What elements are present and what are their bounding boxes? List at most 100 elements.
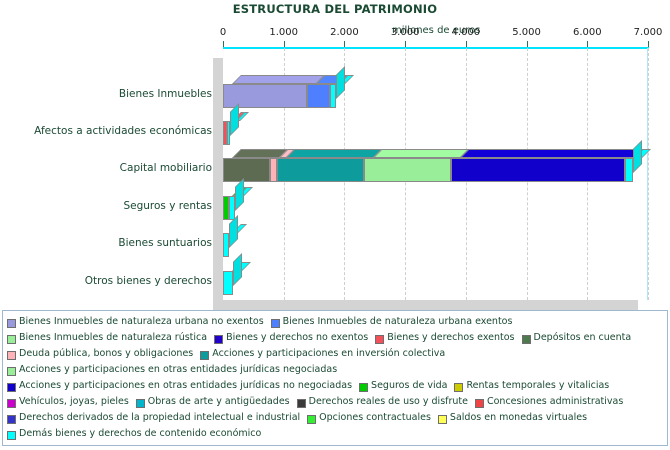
legend-item[interactable]: Derechos derivados de la propiedad intel… <box>7 410 300 426</box>
legend-item[interactable]: Derechos reales de uso y disfrute <box>296 394 468 410</box>
legend-item[interactable]: Acciones y participaciones en inversión … <box>200 346 445 362</box>
legend-label: Demás bienes y derechos de contenido eco… <box>19 428 262 439</box>
legend-item[interactable]: Bienes Inmuebles de naturaleza rústica <box>7 330 207 346</box>
legend-item[interactable]: Deuda pública, bonos y obligaciones <box>7 346 193 362</box>
legend-label: Depósitos en cuenta <box>533 332 632 343</box>
legend-label: Concesiones administrativas <box>486 396 624 407</box>
legend-line: Deuda pública, bonos y obligaciones Accio… <box>7 346 663 362</box>
bar-segment-top-face <box>232 75 326 84</box>
bar-segment[interactable] <box>223 196 230 220</box>
legend-item[interactable]: Bienes y derechos no exentos <box>214 330 368 346</box>
x-axis-tick <box>587 41 589 48</box>
legend-swatch <box>7 399 16 408</box>
x-axis-tick <box>465 41 467 48</box>
legend-item[interactable]: Acciones y participaciones en otras enti… <box>7 378 352 394</box>
legend-label: Seguros de vida <box>371 380 448 391</box>
bar-segment[interactable] <box>307 84 331 108</box>
x-axis-tick-label: 4.000 <box>451 27 481 38</box>
legend-label: Vehículos, joyas, pieles <box>19 396 129 407</box>
bar-segment[interactable] <box>624 158 633 182</box>
category-label: Otros bienes y derechos <box>84 275 212 287</box>
legend-swatch <box>375 335 385 344</box>
legend-swatch <box>214 335 224 344</box>
x-axis-tick <box>223 41 224 48</box>
x-axis-tick <box>648 41 649 48</box>
legend-label: Derechos reales de uso y disfrute <box>308 396 468 407</box>
x-axis-tick-label: 5.000 <box>512 27 541 38</box>
legend-item[interactable]: Bienes Inmuebles de naturaleza urbana ex… <box>270 314 513 330</box>
bar-segment[interactable] <box>223 233 230 257</box>
legend-label: Obras de arte y antigüedades <box>147 396 290 407</box>
legend-item[interactable]: Bienes Inmuebles de naturaleza urbana no… <box>7 314 264 330</box>
bar-segment[interactable] <box>450 158 625 182</box>
legend-swatch <box>200 351 210 360</box>
x-axis-tick-label: 7.000 <box>633 27 663 38</box>
x-axis-tick-label: 3.000 <box>390 27 420 38</box>
legend-swatch <box>7 415 16 424</box>
legend-item[interactable]: Saldos en monedas virtuales <box>437 410 587 426</box>
legend-swatch <box>270 319 280 328</box>
x-axis-tick-label: 1.000 <box>269 27 299 38</box>
legend-swatch <box>7 319 16 328</box>
chart-legend: Bienes Inmuebles de naturaleza urbana no… <box>2 310 668 446</box>
legend-swatch <box>296 399 306 408</box>
bar-segment-top-face <box>372 149 469 158</box>
category-label: Capital mobiliario <box>119 162 212 174</box>
legend-label: Bienes Inmuebles de naturaleza urbana ex… <box>282 316 513 327</box>
legend-label: Rentas temporales y vitalicias <box>466 380 610 391</box>
x-axis-tick <box>283 41 285 48</box>
bar-segment[interactable] <box>277 158 364 182</box>
bar-segment[interactable] <box>223 271 233 295</box>
legend-label: Bienes Inmuebles de naturaleza rústica <box>19 332 208 343</box>
category-label: Bienes suntuarios <box>118 237 212 249</box>
legend-item[interactable]: Opciones contractuales <box>307 410 431 426</box>
x-axis-line <box>223 47 649 49</box>
legend-label: Acciones y participaciones en inversión … <box>212 348 446 359</box>
x-axis-unit-label: millones de euros <box>392 25 481 36</box>
legend-label: Acciones y participaciones en otras enti… <box>19 364 338 375</box>
legend-label: Deuda pública, bonos y obligaciones <box>19 348 194 359</box>
bar-row <box>0 253 670 295</box>
legend-label: Bienes y derechos no exentos <box>226 332 369 343</box>
x-axis-tick <box>526 41 528 48</box>
bar-segment[interactable] <box>226 121 231 145</box>
legend-line: Derechos derivados de la propiedad intel… <box>7 410 663 426</box>
legend-swatch <box>307 415 317 424</box>
x-axis-tick <box>405 41 407 48</box>
legend-line: Vehículos, joyas, pieles Obras de arte y … <box>7 394 663 410</box>
bar-row <box>0 66 670 108</box>
legend-item[interactable]: Rentas temporales y vitalicias <box>454 378 609 394</box>
legend-item[interactable]: Depósitos en cuenta <box>521 330 632 346</box>
legend-swatch <box>474 399 484 408</box>
legend-item[interactable]: Vehículos, joyas, pieles <box>7 394 129 410</box>
legend-label: Bienes y derechos exentos <box>387 332 515 343</box>
category-label: Bienes Inmuebles <box>118 88 212 100</box>
category-label: Afectos a actividades económicas <box>34 125 212 137</box>
legend-item[interactable]: Bienes y derechos exentos <box>375 330 515 346</box>
chart-title: ESTRUCTURA DEL PATRIMONIO <box>232 2 438 16</box>
legend-item[interactable]: Obras de arte y antigüedades <box>135 394 290 410</box>
bar-segment[interactable] <box>223 84 308 108</box>
legend-label: Acciones y participaciones en otras enti… <box>19 380 353 391</box>
bar-segment[interactable] <box>330 84 336 108</box>
legend-item[interactable]: Acciones y participaciones en otras enti… <box>7 362 337 378</box>
bar-segment[interactable] <box>270 158 278 182</box>
legend-swatch <box>359 383 369 392</box>
legend-swatch <box>7 383 16 392</box>
legend-swatch <box>7 431 16 440</box>
legend-label: Opciones contractuales <box>319 412 431 423</box>
legend-swatch <box>7 335 16 344</box>
bar-segment[interactable] <box>223 158 271 182</box>
legend-swatch <box>437 415 447 424</box>
legend-line: Bienes Inmuebles de naturaleza rústica Bi… <box>7 330 663 346</box>
legend-swatch <box>135 399 145 408</box>
legend-item[interactable]: Concesiones administrativas <box>474 394 624 410</box>
bar-segment[interactable] <box>363 158 451 182</box>
bar-segment[interactable] <box>223 121 227 145</box>
legend-item[interactable]: Seguros de vida <box>359 378 447 394</box>
x-axis-tick <box>344 41 346 48</box>
plot-frame <box>223 48 648 300</box>
legend-item[interactable]: Demás bienes y derechos de contenido eco… <box>7 426 261 442</box>
bar-row <box>0 103 670 145</box>
